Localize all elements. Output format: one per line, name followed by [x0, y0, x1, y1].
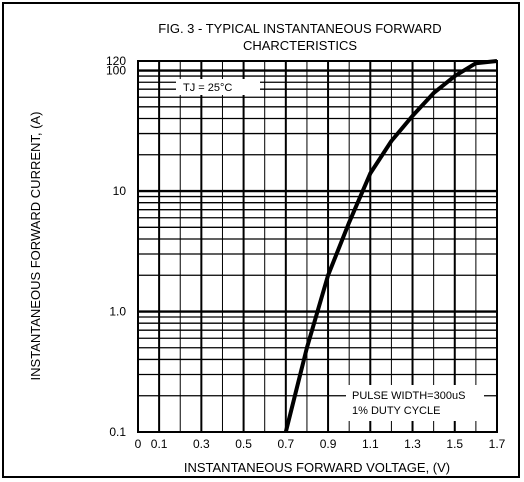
forward-characteristic-curve — [283, 59, 498, 433]
temperature-annotation-box — [176, 79, 260, 95]
x-tick-label: 0.5 — [235, 437, 252, 451]
x-tick-label: 1.3 — [404, 437, 421, 451]
series-layer — [283, 59, 498, 433]
plot-border — [137, 60, 498, 433]
chart-title-line-1: FIG. 3 - TYPICAL INSTANTANEOUS FORWARD — [158, 21, 441, 36]
x-tick-label: 0.9 — [320, 437, 337, 451]
y-tick-label: 0.1 — [109, 425, 126, 439]
chart-title-line-2: CHARCTERISTICS — [243, 38, 357, 53]
x-tick-label: 0 — [135, 437, 142, 451]
temperature-annotation: TJ = 25°C — [183, 82, 232, 94]
grid — [138, 61, 497, 432]
x-tick-label: 1.1 — [362, 437, 379, 451]
x-tick-label: 1.7 — [489, 437, 506, 451]
x-axis-label: INSTANTANEOUS FORWARD VOLTAGE, (V) — [184, 460, 450, 475]
y-axis-label: INSTANTANEOUS FORWARD CURRENT, (A) — [28, 112, 43, 381]
pulse-annotation-line-1: PULSE WIDTH=300uS — [352, 390, 465, 402]
x-tick-label: 0.3 — [193, 437, 210, 451]
x-tick-label: 1.5 — [446, 437, 463, 451]
x-tick-labels: 0 0.1 0.3 0.5 0.7 0.9 1.1 1.3 1.5 1.7 — [135, 437, 506, 451]
y-tick-label: 100 — [106, 64, 126, 78]
x-tick-label: 0.1 — [151, 437, 168, 451]
y-tick-label: 10 — [113, 184, 127, 198]
pulse-annotation-line-2: 1% DUTY CYCLE — [352, 405, 440, 417]
y-tick-label: 1.0 — [109, 305, 126, 319]
y-tick-label: 120 — [106, 54, 126, 68]
x-tick-label: 0.7 — [277, 437, 294, 451]
pulse-annotation-box — [346, 385, 484, 421]
